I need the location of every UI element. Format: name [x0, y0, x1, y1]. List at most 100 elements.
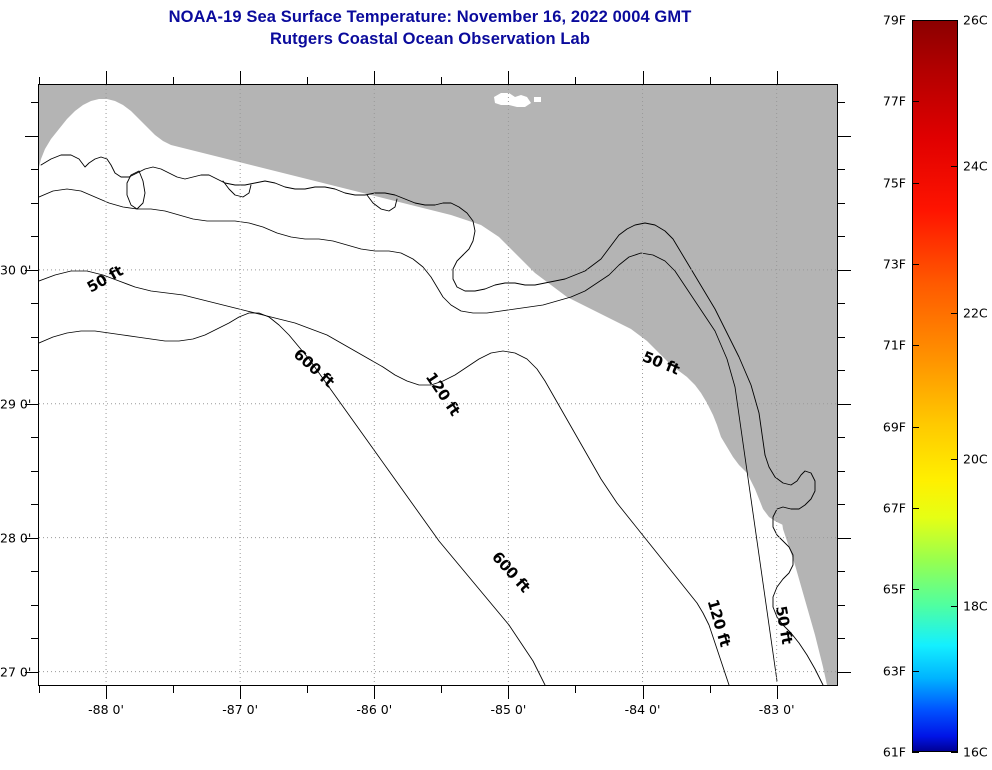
tick-x-top: [709, 77, 711, 84]
contour-120ft: [39, 270, 730, 685]
colorbar[interactable]: [912, 20, 958, 752]
coastline-layer: [40, 154, 824, 685]
tick-y-left: [25, 537, 38, 539]
tick-y-right: [838, 336, 845, 338]
tick-x-bottom: [173, 686, 175, 693]
tick-x-top: [508, 71, 510, 84]
colorbar-label-celsius: 26C: [963, 12, 988, 28]
tick-y-right: [838, 504, 845, 506]
colorbar-label-celsius: 20C: [963, 451, 988, 467]
tick-x-bottom: [39, 686, 40, 693]
tick-x-top: [575, 77, 577, 84]
tick-x-top: [173, 77, 175, 84]
tick-y-left: [25, 269, 38, 271]
tick-y-right: [838, 470, 845, 472]
tick-y-right: [838, 202, 845, 204]
coastline-panhandle: [40, 154, 476, 256]
tick-y-right: [838, 403, 851, 405]
tick-x-top: [374, 71, 376, 84]
colorbar-tick-fahrenheit: [912, 345, 919, 347]
colorbar-tick-fahrenheit: [912, 426, 919, 428]
colorbar-tick-celsius: [951, 20, 958, 21]
colorbar-gradient: [912, 20, 958, 752]
page-title: NOAA-19 Sea Surface Temperature: Novembe…: [0, 6, 860, 50]
tick-y-left: [31, 336, 38, 338]
tick-x-top: [240, 71, 242, 84]
map-plot-area[interactable]: 50 ft 600 ft 120 ft 50 ft 600 ft 120 ft 50 ft: [38, 84, 838, 686]
cloud-feature-layer: [494, 93, 541, 107]
colorbar-tick-fahrenheit: [912, 182, 919, 184]
contour-50ft-north: [39, 188, 778, 682]
tick-y-left: [31, 202, 38, 204]
colorbar-tick-fahrenheit: [912, 508, 919, 509]
coastline-bigbend: [452, 222, 766, 456]
tick-y-left: [31, 370, 38, 372]
colorbar-label-celsius: 18C: [963, 598, 988, 614]
x-axis-tick-label: -86 0': [356, 702, 393, 717]
tick-y-right: [838, 236, 845, 238]
colorbar-tick-fahrenheit: [912, 752, 919, 753]
colorbar-tick-fahrenheit: [912, 589, 919, 591]
tick-x-top: [441, 77, 443, 84]
colorbar-tick-celsius: [951, 459, 958, 461]
tick-y-right: [838, 437, 845, 439]
coastline-florida-west: [764, 454, 824, 685]
tick-y-left: [31, 504, 38, 506]
tick-y-left: [31, 236, 38, 238]
tick-x-bottom: [240, 686, 242, 699]
tick-y-left: [31, 102, 38, 104]
colorbar-label-fahrenheit: 67F: [882, 500, 906, 516]
tick-x-top: [39, 77, 40, 84]
tick-x-bottom: [508, 686, 510, 699]
colorbar-tick-celsius: [951, 312, 958, 314]
colorbar-tick-fahrenheit: [912, 20, 919, 21]
tick-x-bottom: [307, 686, 309, 693]
colorbar-label-fahrenheit: 73F: [882, 256, 906, 272]
x-axis-tick-label: -83 0': [758, 702, 795, 717]
cloud-patch: [494, 93, 531, 107]
tick-y-right: [838, 135, 851, 137]
x-axis-tick-label: -88 0': [88, 702, 124, 717]
tick-x-bottom: [575, 686, 577, 693]
colorbar-tick-celsius: [951, 605, 958, 607]
colorbar-label-fahrenheit: 79F: [882, 12, 906, 28]
tick-x-bottom: [441, 686, 443, 693]
map-graphics: [39, 85, 837, 685]
colorbar-tick-celsius: [951, 166, 958, 168]
colorbar-tick-fahrenheit: [912, 670, 919, 672]
colorbar-label-fahrenheit: 71F: [882, 337, 906, 353]
tick-x-top: [776, 71, 778, 84]
title-line-2: Rutgers Coastal Ocean Observation Lab: [269, 30, 591, 48]
tick-y-right: [838, 604, 845, 606]
tick-y-left: [31, 303, 38, 305]
colorbar-label-celsius: 16C: [963, 744, 988, 760]
tick-x-bottom: [776, 686, 778, 699]
colorbar-tick-celsius: [951, 752, 958, 753]
colorbar-label-fahrenheit: 65F: [882, 581, 906, 597]
coastline-inlets: [126, 170, 146, 210]
y-axis-tick-label: 28 0': [0, 530, 32, 546]
colorbar-tick-fahrenheit: [912, 264, 919, 265]
colorbar-label-fahrenheit: 63F: [882, 663, 906, 679]
landmass-layer: [39, 85, 837, 685]
tick-y-right: [838, 169, 845, 171]
y-axis-tick-label: 27 0': [0, 664, 32, 680]
y-axis-tick-label: 30 0': [0, 262, 32, 278]
land-polygon-peninsula: [781, 365, 837, 685]
tick-x-top: [106, 71, 108, 84]
tick-x-top: [307, 77, 309, 84]
colorbar-tick-fahrenheit: [912, 101, 919, 103]
colorbar-label-fahrenheit: 77F: [882, 93, 906, 109]
tick-y-right: [838, 571, 845, 573]
cloud-patch-small: [534, 97, 541, 102]
tick-x-bottom: [106, 686, 108, 699]
x-axis-tick-label: -87 0': [222, 702, 259, 717]
tick-y-left: [31, 604, 38, 606]
tick-y-right: [838, 638, 845, 640]
tick-y-left: [31, 437, 38, 439]
tick-y-left: [25, 671, 38, 673]
title-line-1: NOAA-19 Sea Surface Temperature: Novembe…: [168, 8, 692, 26]
tick-y-left: [31, 470, 38, 472]
y-axis-tick-label: 29 0': [0, 396, 32, 412]
tick-x-bottom: [709, 686, 711, 693]
